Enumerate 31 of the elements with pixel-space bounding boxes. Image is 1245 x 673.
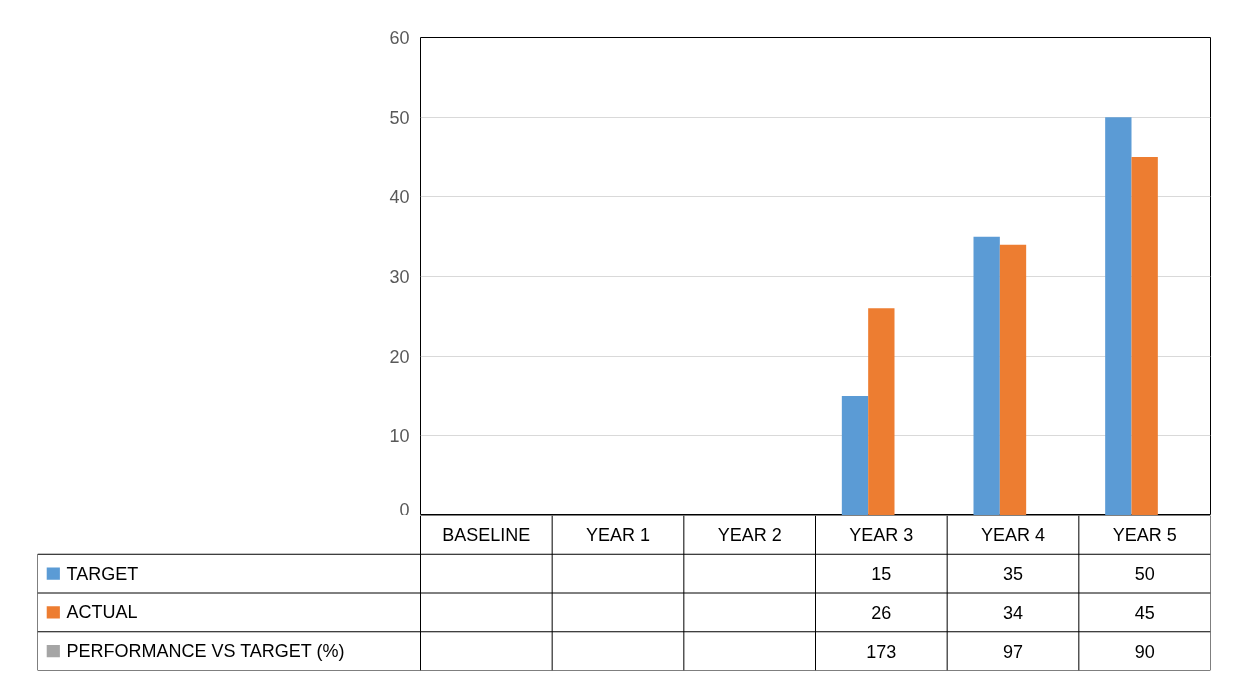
x-tick-label: YEAR 3 [849,524,914,545]
x-tick-label: YEAR 5 [1112,524,1177,545]
bar [868,308,895,515]
bar [1131,157,1158,515]
bar [1105,117,1132,515]
text: 173 [866,641,897,662]
legend-label: ACTUAL [66,602,138,623]
x-tick-label: YEAR 2 [717,524,782,545]
data-label: 35 [1002,564,1024,585]
bar [841,396,869,515]
data-label: 34 [1002,602,1024,623]
y-tick-label: 20 [389,346,410,367]
text: 97 [1002,641,1024,662]
text: 90 [1134,641,1155,662]
data-label: 45 [1134,602,1155,623]
y-tick-label: 30 [389,267,410,287]
x-tick-label: YEAR 1 [585,524,651,545]
data-label: 26 [871,602,892,623]
x-tick-label: YEAR 4 [980,524,1046,545]
bar [999,244,1027,515]
data-label: 50 [1134,564,1155,585]
y-tick-label: 40 [389,187,410,208]
legend-label: TARGET [66,563,139,584]
bar [973,236,1000,515]
x-tick-label: BASELINE [442,524,531,545]
y-tick-label: 0 [399,499,410,520]
data-label: 15 [871,564,892,585]
y-tick-label: 10 [389,426,410,447]
y-tick-label: 60 [389,28,410,48]
y-tick-label: 50 [389,107,410,128]
legend-label: PERFORMANCE VS TARGET (%) [66,641,345,662]
